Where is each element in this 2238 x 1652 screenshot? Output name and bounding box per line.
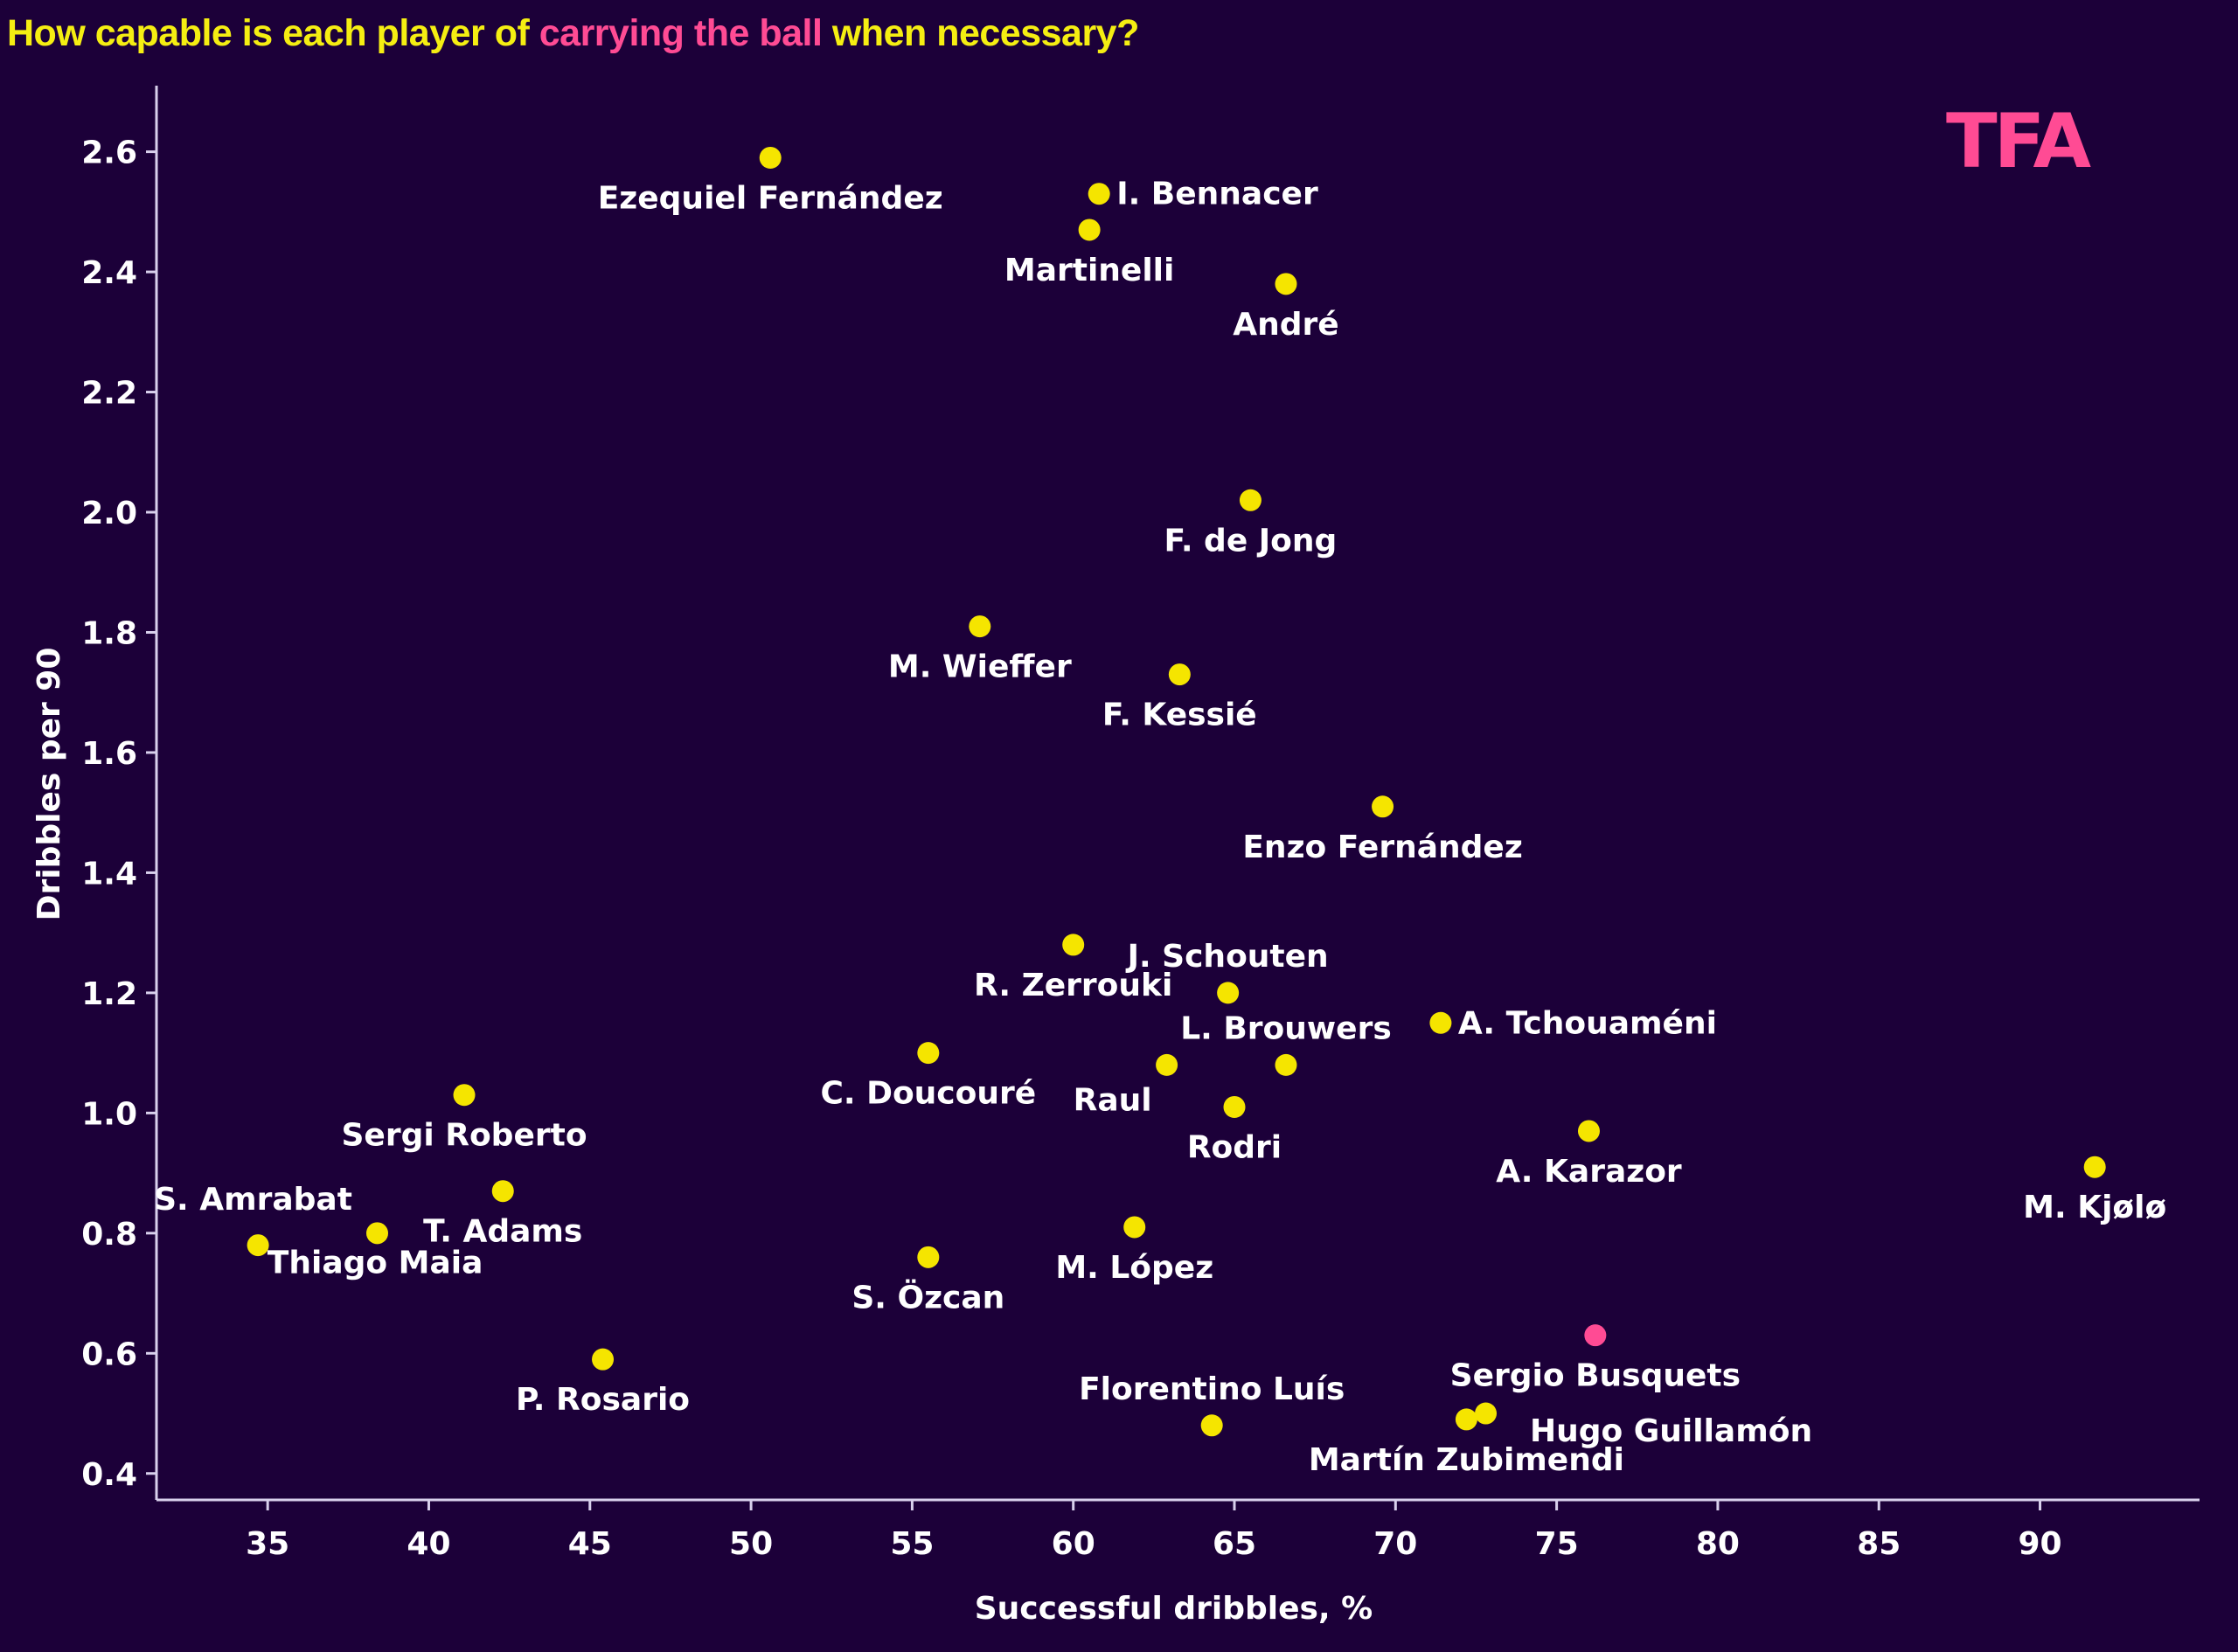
scatter-point bbox=[1275, 273, 1297, 295]
x-tick-label: 50 bbox=[729, 1526, 773, 1562]
x-tick-label: 45 bbox=[568, 1526, 612, 1562]
point-label: A. Tchouaméni bbox=[1458, 1005, 1717, 1041]
scatter-point bbox=[1577, 1120, 1600, 1142]
scatter-point bbox=[917, 1042, 940, 1065]
point-label: André bbox=[1233, 307, 1338, 343]
x-tick-label: 80 bbox=[1696, 1526, 1740, 1562]
x-tick-label: 40 bbox=[407, 1526, 450, 1562]
y-axis-title: Dribbles per 90 bbox=[31, 648, 67, 921]
y-tick-label: 0.6 bbox=[81, 1336, 137, 1372]
scatter-point bbox=[592, 1348, 615, 1371]
y-tick-label: 0.4 bbox=[81, 1457, 137, 1493]
y-tick-label: 2.2 bbox=[81, 376, 137, 412]
point-label: Martín Zubimendi bbox=[1309, 1442, 1624, 1478]
point-label: Sergio Busquets bbox=[1450, 1358, 1741, 1394]
point-label: Martinelli bbox=[1004, 253, 1174, 288]
x-tick-label: 65 bbox=[1213, 1526, 1256, 1562]
scatter-point bbox=[453, 1084, 476, 1107]
y-tick-label: 1.4 bbox=[81, 856, 137, 892]
y-tick-label: 2.0 bbox=[81, 496, 137, 531]
x-tick-label: 55 bbox=[890, 1526, 934, 1562]
tfa-logo: TFA bbox=[1946, 98, 2091, 185]
x-tick-label: 70 bbox=[1373, 1526, 1417, 1562]
scatter-point bbox=[247, 1234, 269, 1257]
point-label: Sergi Roberto bbox=[341, 1118, 587, 1154]
scatter-point bbox=[759, 146, 782, 169]
scatter-point bbox=[1223, 1095, 1246, 1118]
scatter-point bbox=[1200, 1414, 1223, 1437]
y-tick-label: 1.0 bbox=[81, 1096, 137, 1132]
point-label: I. Bennacer bbox=[1116, 177, 1318, 212]
point-labels: Ezequiel Fernández I. Bennacer Martinelli A… bbox=[154, 177, 2166, 1478]
scatter-point bbox=[1088, 183, 1110, 205]
y-tick-label: 2.6 bbox=[81, 135, 137, 171]
y-tick-label: 2.4 bbox=[81, 255, 137, 291]
point-label: M. Wieffer bbox=[888, 649, 1072, 685]
point-label: S. Özcan bbox=[851, 1279, 1004, 1315]
x-tick-label: 90 bbox=[2018, 1526, 2061, 1562]
scatter-point bbox=[1429, 1011, 1452, 1034]
scatter-point bbox=[1455, 1408, 1477, 1431]
y-tick-label: 1.6 bbox=[81, 736, 137, 772]
x-tick-label: 60 bbox=[1052, 1526, 1095, 1562]
scatter-point bbox=[1372, 795, 1394, 818]
x-tick-label: 35 bbox=[246, 1526, 289, 1562]
x-tick-label: 85 bbox=[1857, 1526, 1901, 1562]
point-label: Rodri bbox=[1187, 1129, 1282, 1165]
scatter-point bbox=[1475, 1402, 1498, 1425]
point-label: Raul bbox=[1074, 1082, 1152, 1118]
point-label: T. Adams bbox=[423, 1214, 582, 1250]
scatter-point bbox=[917, 1246, 940, 1268]
point-label: S. Amrabat bbox=[154, 1182, 352, 1218]
x-tick-label: 75 bbox=[1535, 1526, 1579, 1562]
data-points bbox=[247, 146, 2106, 1437]
y-tick-label: 1.2 bbox=[81, 976, 137, 1012]
point-label: Hugo Guillamón bbox=[1530, 1413, 1812, 1449]
point-label: M. López bbox=[1055, 1250, 1213, 1286]
highlighted-point bbox=[1584, 1324, 1607, 1347]
title-highlight: carrying the ball bbox=[539, 12, 823, 54]
point-label: R. Zerrouki bbox=[974, 968, 1172, 1003]
scatter-point bbox=[365, 1222, 388, 1245]
scatter-point bbox=[1062, 934, 1085, 956]
scatter-point bbox=[1168, 663, 1191, 686]
scatter-point bbox=[1275, 1053, 1297, 1076]
scatter-point bbox=[1123, 1216, 1146, 1239]
scatter-point bbox=[1217, 982, 1240, 1004]
point-label: J. Schouten bbox=[1125, 939, 1329, 975]
title-prefix: How capable is each player of bbox=[7, 12, 539, 54]
point-label: M. Kjølø bbox=[2023, 1190, 2166, 1225]
scatter-point bbox=[969, 615, 991, 638]
point-label: P. Rosario bbox=[516, 1382, 690, 1418]
point-label: Florentino Luís bbox=[1079, 1371, 1345, 1407]
scatter-point bbox=[1239, 489, 1261, 511]
chart-title: How capable is each player of carrying t… bbox=[7, 12, 1139, 55]
point-label: Ezequiel Fernández bbox=[598, 180, 943, 216]
y-tick-label: 0.8 bbox=[81, 1217, 137, 1253]
x-axis-title: Successful dribbles, % bbox=[975, 1591, 1373, 1627]
point-label: A. Karazor bbox=[1496, 1154, 1682, 1190]
point-label: C. Doucouré bbox=[820, 1076, 1036, 1112]
point-label: L. Brouwers bbox=[1180, 1010, 1392, 1046]
scatter-point bbox=[491, 1180, 514, 1203]
point-label: Enzo Fernández bbox=[1242, 829, 1522, 865]
title-suffix: when necessary? bbox=[822, 12, 1140, 54]
scatter-point bbox=[1078, 219, 1101, 241]
point-label: F. Kessié bbox=[1102, 698, 1257, 733]
y-tick-label: 1.8 bbox=[81, 615, 137, 651]
scatter-point bbox=[1156, 1053, 1178, 1076]
scatter-point bbox=[2083, 1156, 2106, 1178]
axes: 35 40 45 50 55 60 65 70 75 80 85 90 0.4 0.6 0.8 1.0 1.2 1… bbox=[81, 86, 2200, 1562]
point-label: F. de Jong bbox=[1164, 523, 1338, 559]
point-label: Thiago Maia bbox=[268, 1246, 483, 1281]
